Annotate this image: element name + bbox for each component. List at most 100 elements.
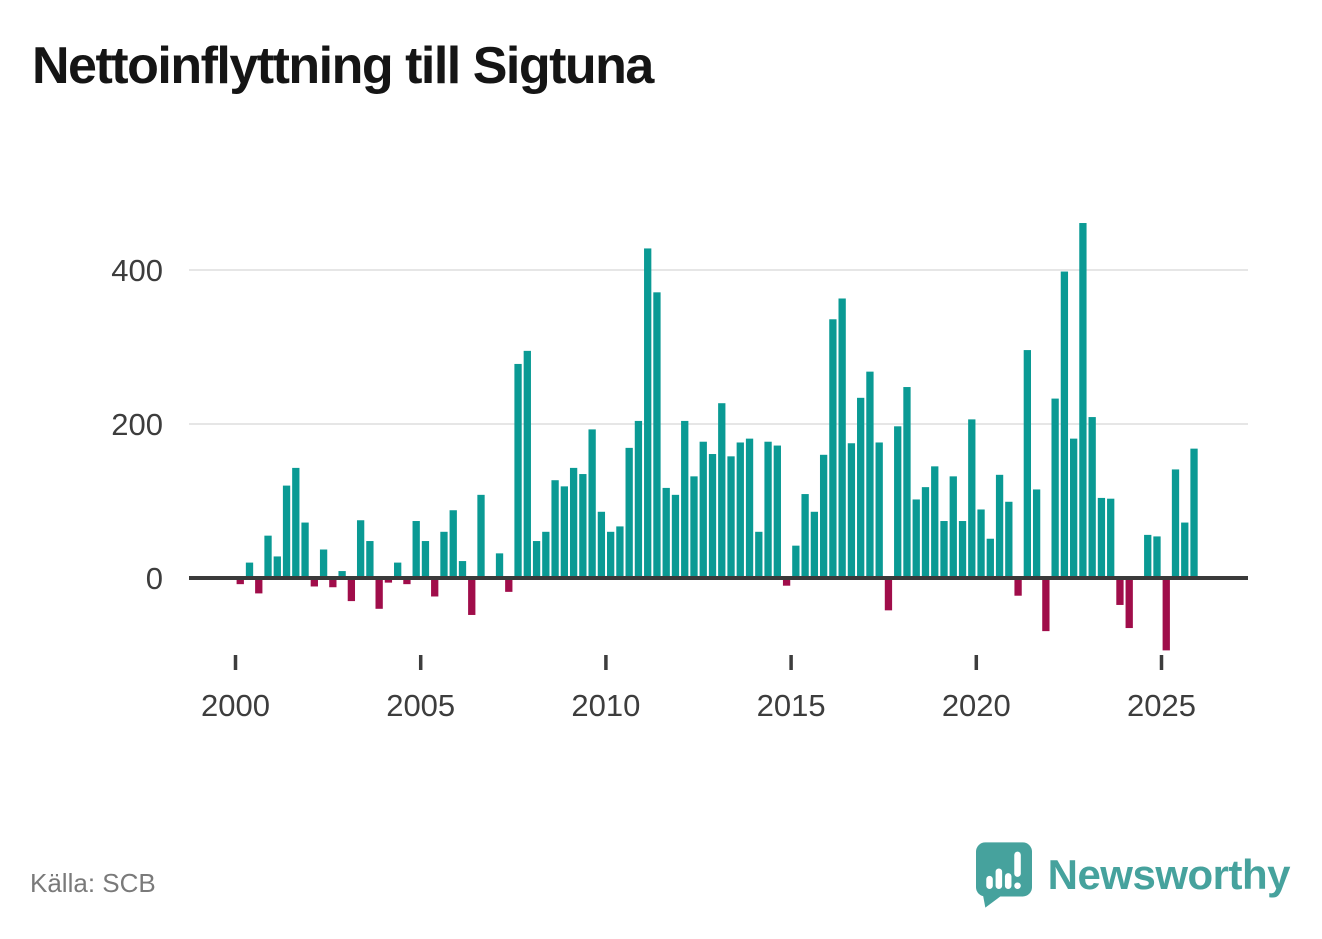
bar-q43 [634,420,643,578]
bar-q64 [829,319,837,578]
x-tick-label-2020: 2020 [942,688,1011,723]
bar-q61 [801,494,809,578]
source-note: Källa: SCB [30,868,156,898]
bar-q60 [792,545,800,578]
bar-q41 [616,526,624,578]
bar-q86 [1032,489,1041,578]
bar-q42 [625,447,633,578]
bar-q1 [245,562,254,578]
bar-q62 [810,511,819,578]
bar-q28 [495,553,504,578]
bar-q69 [875,442,883,578]
bar-q44 [644,248,652,578]
bar-q89 [1060,271,1069,578]
bar-q70 [884,578,893,611]
bar-q53 [727,456,735,578]
bar-q21 [431,578,439,597]
logo-exclamation-dot [1013,882,1021,889]
bar-q40 [607,531,615,578]
bar-q52 [718,403,726,578]
bar-q29 [505,578,513,592]
bar-q35 [560,486,568,578]
bar-q67 [857,397,865,578]
bar-q101 [1171,469,1180,578]
bar-q45 [653,292,661,578]
bar-q8 [310,578,318,587]
bar-q75 [931,466,939,578]
bar-q13 [356,520,365,578]
bar-q57 [764,441,772,578]
bar-q32 [532,541,541,578]
bar-q94 [1107,498,1115,578]
logo-exclamation-stem [1013,851,1021,877]
bar-q84 [1014,578,1022,596]
bar-q3 [264,535,272,578]
y-tick-label-400: 400 [111,253,163,288]
bar-q26 [477,494,485,578]
bar-q98 [1144,534,1152,578]
bar-q4 [273,556,281,578]
bar-q85 [1023,350,1031,578]
bar-q7 [301,522,309,578]
y-tick-label-0: 0 [146,561,163,596]
bar-q23 [449,510,457,578]
bar-q9 [319,549,328,578]
x-tick-label-2015: 2015 [757,688,826,723]
bar-q88 [1051,398,1059,578]
bar-q49 [690,476,698,578]
bar-q37 [579,474,587,578]
bar-q22 [440,531,448,578]
y-tick-label-200: 200 [111,407,163,442]
bar-q50 [699,441,707,578]
logo-bar-1 [985,875,993,889]
bar-q46 [662,487,670,578]
bar-q79 [968,419,976,578]
newsworthy-logo: Newsworthy [975,842,1291,908]
bar-q19 [412,521,420,578]
bar-q39 [597,511,606,578]
bar-q15 [375,578,383,609]
bar-q74 [921,487,930,578]
bar-q18 [403,578,411,585]
bar-q51 [708,454,717,578]
chart-title: Nettoinflyttning till Sigtuna [32,37,654,95]
logo-bar-2 [995,868,1002,889]
bar-q72 [903,387,911,578]
x-tick-label-2005: 2005 [386,688,455,723]
bar-q38 [588,429,596,578]
bar-q100 [1162,578,1170,651]
bar-q24 [458,561,467,578]
bar-q20 [421,541,430,578]
bar-q63 [819,454,828,578]
bar-q90 [1070,438,1078,578]
bar-q55 [745,438,754,578]
bar-q33 [542,531,550,578]
bar-q103 [1190,448,1198,578]
bar-q96 [1125,578,1133,629]
bar-q0 [236,578,244,585]
bar-q71 [894,426,902,578]
bar-q76 [940,521,948,578]
bar-q68 [866,371,874,578]
newsworthy-logo-text: Newsworthy [1047,851,1291,898]
bar-q91 [1079,223,1087,578]
bar-q34 [551,480,559,578]
bar-q48 [681,420,689,578]
bar-q77 [949,476,957,578]
x-tick-label-2025: 2025 [1127,688,1196,723]
bar-q2 [255,578,263,594]
bar-q56 [755,531,763,578]
bar-q99 [1153,536,1161,578]
bar-q82 [995,474,1004,578]
bar-q93 [1097,497,1106,578]
bar-q92 [1088,417,1096,578]
bar-q17 [394,562,402,578]
bar-q102 [1181,522,1189,578]
bar-q5 [282,485,291,578]
newsworthy-logo-icon [975,842,1032,908]
bar-q16 [384,578,393,583]
bar-q83 [1005,501,1013,578]
bar-q58 [773,445,781,578]
net-migration-bar-chart: 2000 2005 2010 2015 2020 2025 0 200 400 [111,223,1248,723]
